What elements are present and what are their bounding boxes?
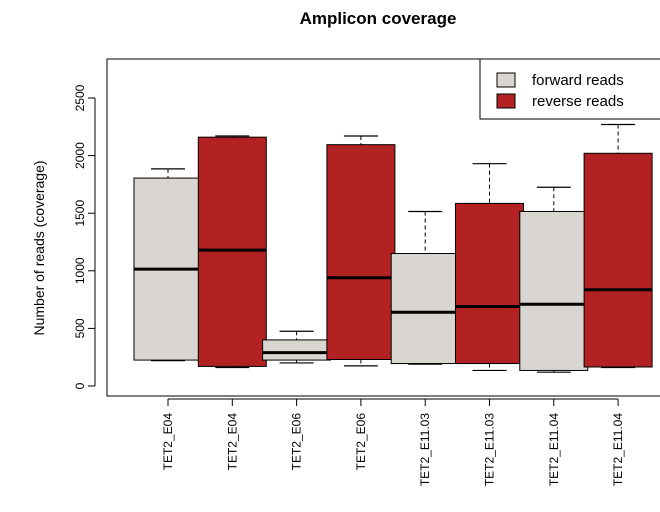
plot-frame xyxy=(106,58,660,397)
iqr-box xyxy=(197,136,267,367)
box-reverse xyxy=(455,163,524,372)
legend-swatch xyxy=(496,93,516,109)
legend-label: forward reads xyxy=(532,72,624,89)
x-tick-label: TET2_E11.03 xyxy=(483,413,497,486)
box-forward xyxy=(519,186,589,373)
legend-box xyxy=(479,58,660,120)
y-tick-label: 500 xyxy=(73,318,87,338)
x-tick-label: TET2_E11.04 xyxy=(611,413,625,486)
box-series xyxy=(133,123,653,373)
y-tick-label: 2500 xyxy=(73,84,87,111)
y-tick-label: 1000 xyxy=(73,257,87,284)
y-tick-label: 2000 xyxy=(73,142,87,169)
iqr-box xyxy=(455,202,524,365)
legend-label: reverse reads xyxy=(532,93,624,110)
box-reverse xyxy=(583,123,653,369)
iqr-box xyxy=(326,144,396,361)
x-tick-label: TET2_E06 xyxy=(354,413,368,471)
x-tick-label: TET2_E11.04 xyxy=(547,413,561,486)
x-tick-label: TET2_E11.03 xyxy=(418,413,432,486)
legend-swatch xyxy=(496,72,516,88)
box-forward xyxy=(262,330,332,364)
x-tick-label: TET2_E04 xyxy=(225,413,239,471)
chart-title: Amplicon coverage xyxy=(300,9,457,28)
iqr-box xyxy=(583,152,653,368)
x-tick-label: TET2_E06 xyxy=(290,413,304,471)
iqr-box xyxy=(262,339,332,361)
box-reverse xyxy=(326,135,396,367)
box-reverse xyxy=(197,135,267,369)
x-axis: TET2_E04 TET2_E04 TET2_E06 TET2_E06 TET2_E11… xyxy=(161,398,625,486)
y-tick-label: 0 xyxy=(73,382,87,389)
y-axis: 0 500 1000 1500 2000 2500 xyxy=(73,84,96,389)
box-forward xyxy=(390,210,460,365)
x-tick-label: TET2_E04 xyxy=(161,413,175,471)
legend: forward reads reverse reads xyxy=(479,58,660,120)
iqr-box xyxy=(390,253,460,365)
y-axis-label: Number of reads (coverage) xyxy=(31,160,47,335)
iqr-box xyxy=(519,210,589,371)
y-tick-label: 1500 xyxy=(73,200,87,227)
box-forward xyxy=(133,168,203,362)
